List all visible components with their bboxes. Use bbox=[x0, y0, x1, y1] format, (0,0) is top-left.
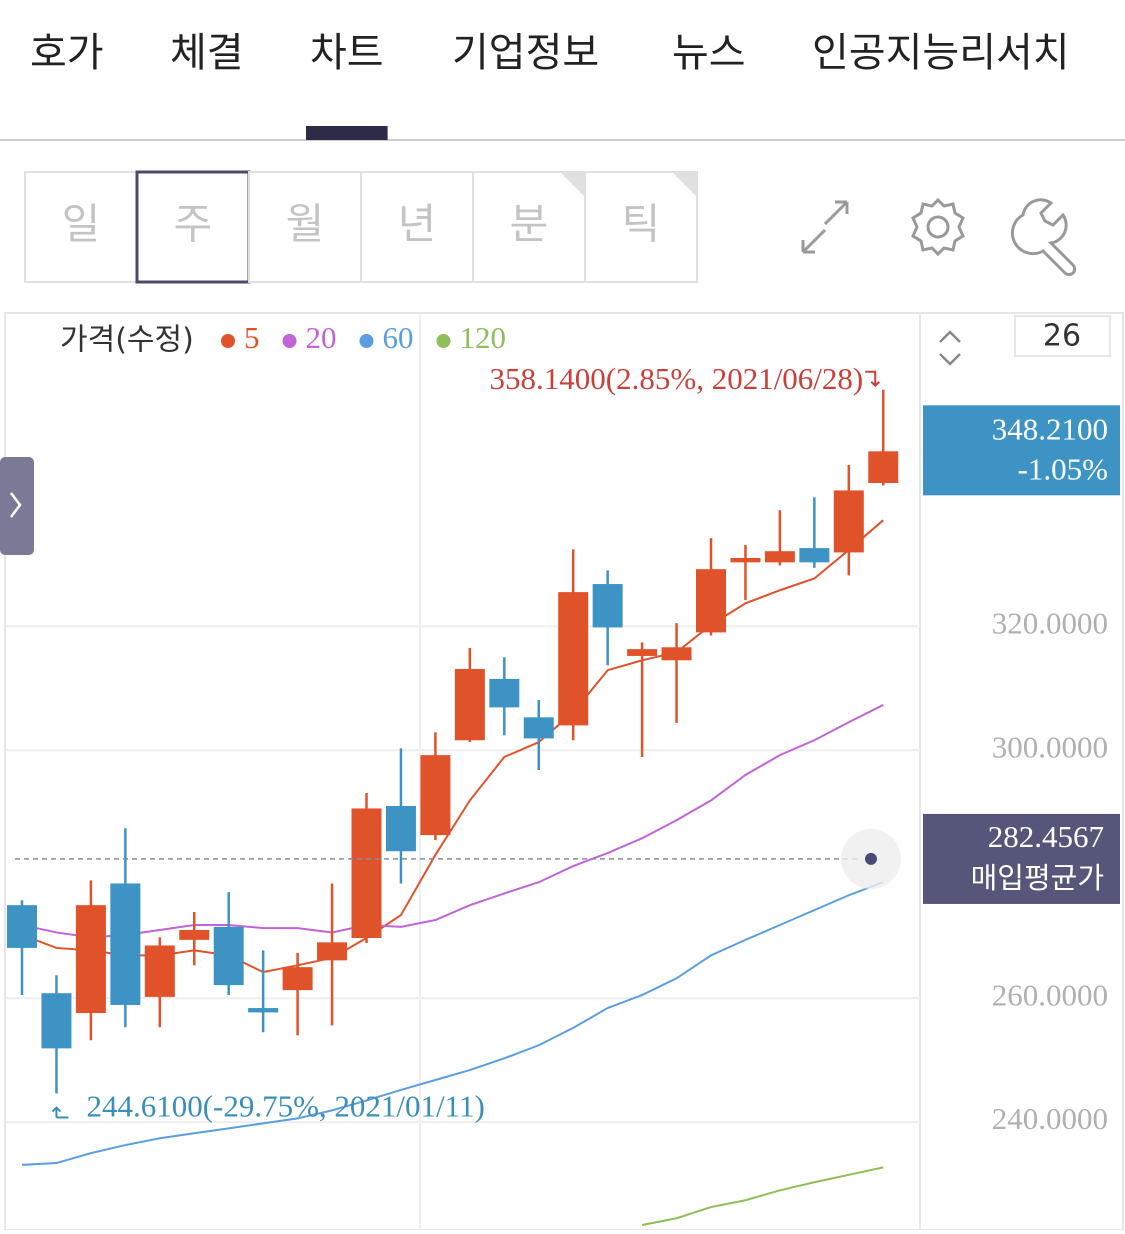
candle-body bbox=[41, 993, 72, 1049]
candle-body bbox=[489, 678, 520, 708]
wrench-icon[interactable] bbox=[1010, 198, 1077, 277]
avg-price-name: 매입평균가 bbox=[971, 861, 1104, 895]
candle-body bbox=[110, 883, 141, 1005]
candle-body bbox=[420, 755, 451, 836]
min-annotation: 244.6100(-29.75%, 2021/01/11) bbox=[86, 1089, 484, 1124]
candle-body bbox=[833, 490, 864, 553]
count-value: 26 bbox=[1043, 319, 1081, 354]
candle-body bbox=[282, 967, 313, 991]
settings-icon[interactable] bbox=[911, 197, 965, 257]
period-button[interactable] bbox=[24, 171, 138, 283]
current-price-change: -1.05% bbox=[1018, 451, 1108, 486]
candle-body bbox=[7, 905, 37, 948]
tab[interactable]: 차트 bbox=[310, 30, 384, 76]
ma-line bbox=[21, 881, 884, 1166]
y-tick-label: 240.0000 bbox=[992, 1101, 1108, 1136]
legend-label[interactable]: 5 bbox=[244, 320, 260, 355]
dropdown-corner bbox=[561, 173, 584, 196]
tab[interactable]: 체결 bbox=[170, 30, 244, 76]
current-price-box bbox=[923, 405, 1120, 496]
tab[interactable]: 인공지능리서치 bbox=[812, 30, 1070, 76]
ma-line bbox=[21, 704, 884, 939]
count-box[interactable] bbox=[1014, 315, 1111, 357]
avg-price-box bbox=[923, 813, 1120, 904]
tab[interactable]: 기업정보 bbox=[452, 30, 599, 76]
plot-area bbox=[7, 389, 899, 1227]
legend-label[interactable]: 60 bbox=[383, 320, 414, 355]
legend-marker bbox=[359, 334, 374, 348]
avg-price-value: 282.4567 bbox=[988, 819, 1104, 854]
tab-divider bbox=[0, 139, 1125, 141]
tab-bar: 호가 체결 차트 기업정보 뉴스 인공지능리서치 bbox=[30, 30, 1070, 76]
max-arrow bbox=[865, 370, 880, 388]
period-button[interactable] bbox=[472, 171, 586, 283]
period-label[interactable]: 분 bbox=[510, 200, 549, 249]
ma-line bbox=[21, 519, 884, 974]
legend-label[interactable]: 20 bbox=[306, 320, 337, 355]
side-handle-arrow bbox=[10, 492, 22, 518]
period-button[interactable] bbox=[248, 171, 362, 283]
candle-body bbox=[317, 942, 348, 961]
current-price-value: 348.2100 bbox=[992, 411, 1108, 446]
scale-toggle[interactable] bbox=[939, 330, 961, 366]
period-label[interactable]: 주 bbox=[174, 200, 213, 249]
candle-body bbox=[248, 1008, 279, 1013]
candle-body bbox=[627, 649, 658, 656]
period-button[interactable] bbox=[584, 171, 698, 283]
legend-marker bbox=[282, 334, 297, 348]
avg-price-dot[interactable] bbox=[865, 852, 877, 865]
period-label[interactable]: 틱 bbox=[622, 200, 661, 249]
candle-body bbox=[385, 805, 416, 852]
candle-body bbox=[661, 647, 692, 661]
candle-body bbox=[144, 945, 175, 997]
candle-body bbox=[730, 558, 761, 563]
candle-body bbox=[213, 926, 244, 986]
period-button[interactable] bbox=[135, 170, 251, 284]
y-tick-label: 320.0000 bbox=[992, 605, 1108, 640]
legend-marker bbox=[436, 334, 451, 348]
active-tab-indicator bbox=[306, 126, 388, 140]
period-label[interactable]: 년 bbox=[398, 200, 437, 249]
candle-body bbox=[523, 717, 554, 739]
tab[interactable]: 뉴스 bbox=[672, 30, 746, 76]
candle-body bbox=[454, 668, 485, 741]
y-tick-label: 260.0000 bbox=[992, 977, 1108, 1012]
candle-body bbox=[799, 548, 830, 563]
candle-body bbox=[75, 905, 106, 1014]
candle-body bbox=[179, 929, 210, 940]
tab[interactable]: 호가 bbox=[30, 30, 104, 76]
candle-body bbox=[592, 584, 623, 628]
legend-title: 가격(수정) bbox=[60, 323, 194, 358]
min-arrow bbox=[51, 1106, 69, 1119]
ma-line bbox=[641, 1166, 884, 1227]
grid: 240.0000 260.0000 300.0000 320.0000 bbox=[5, 605, 1108, 1136]
candle-body bbox=[558, 592, 589, 726]
candle-body bbox=[868, 451, 899, 483]
max-annotation: 358.1400(2.85%, 2021/06/28) bbox=[490, 361, 864, 396]
y-tick-label: 300.0000 bbox=[992, 729, 1108, 764]
candle-body bbox=[351, 808, 382, 939]
dropdown-corner bbox=[673, 173, 696, 196]
overlay: 5 20 60 120 358.1400(2.85%, 2021/06/28) 244.6… bbox=[15, 320, 1120, 1124]
legend-marker bbox=[221, 334, 235, 348]
period-label[interactable]: 월 bbox=[286, 200, 325, 249]
legend-label[interactable]: 120 bbox=[460, 320, 507, 355]
tool-icons bbox=[801, 197, 1077, 277]
candle-body bbox=[696, 569, 726, 633]
candle-body bbox=[764, 551, 795, 563]
period-label[interactable]: 일 bbox=[62, 200, 101, 249]
expand-icon[interactable] bbox=[801, 200, 849, 254]
side-handle[interactable] bbox=[0, 457, 34, 555]
